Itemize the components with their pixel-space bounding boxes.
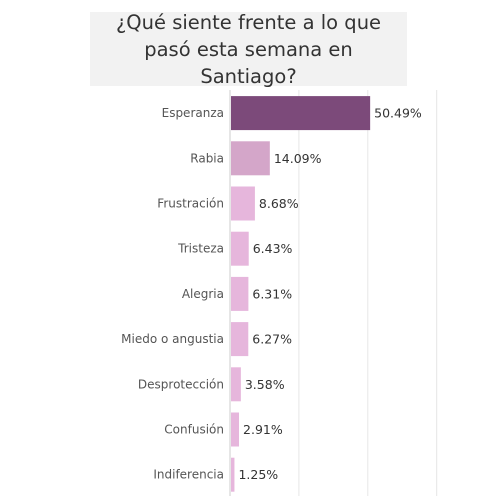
value-label: 6.31% <box>252 286 292 301</box>
category-label: Rabia <box>190 151 224 165</box>
category-label: Indiferencia <box>153 468 224 482</box>
bars-layer: Esperanza 50.49% Rabia 14.09% Frustración 8.6… <box>121 96 422 492</box>
value-label: 6.27% <box>252 332 292 347</box>
category-label: Alegria <box>182 287 224 301</box>
value-label: 6.43% <box>253 241 293 256</box>
bar[interactable] <box>231 367 241 402</box>
category-label: Miedo o angustia <box>121 332 224 346</box>
value-label: 8.68% <box>259 196 299 211</box>
value-label: 2.91% <box>243 422 283 437</box>
grid-layer <box>229 90 438 496</box>
bar[interactable] <box>231 186 255 221</box>
value-label: 3.58% <box>245 377 285 392</box>
category-label: Tristeza <box>177 242 224 256</box>
bar[interactable] <box>231 231 249 266</box>
bar[interactable] <box>231 276 249 311</box>
category-label: Esperanza <box>162 106 224 120</box>
value-label: 14.09% <box>274 151 322 166</box>
bar[interactable] <box>231 322 249 357</box>
value-label: 50.49% <box>374 106 422 121</box>
bar[interactable] <box>231 141 270 176</box>
bar[interactable] <box>231 457 235 492</box>
category-label: Confusión <box>164 423 224 437</box>
bar[interactable] <box>231 96 371 131</box>
category-label: Frustración <box>157 197 224 211</box>
chart-title: ¿Qué siente frente a lo que pasó esta se… <box>115 10 382 88</box>
bar[interactable] <box>231 412 240 447</box>
category-label: Desprotección <box>138 377 224 391</box>
value-label: 1.25% <box>238 467 278 482</box>
chart-title-box: ¿Qué siente frente a lo que pasó esta se… <box>90 11 407 88</box>
